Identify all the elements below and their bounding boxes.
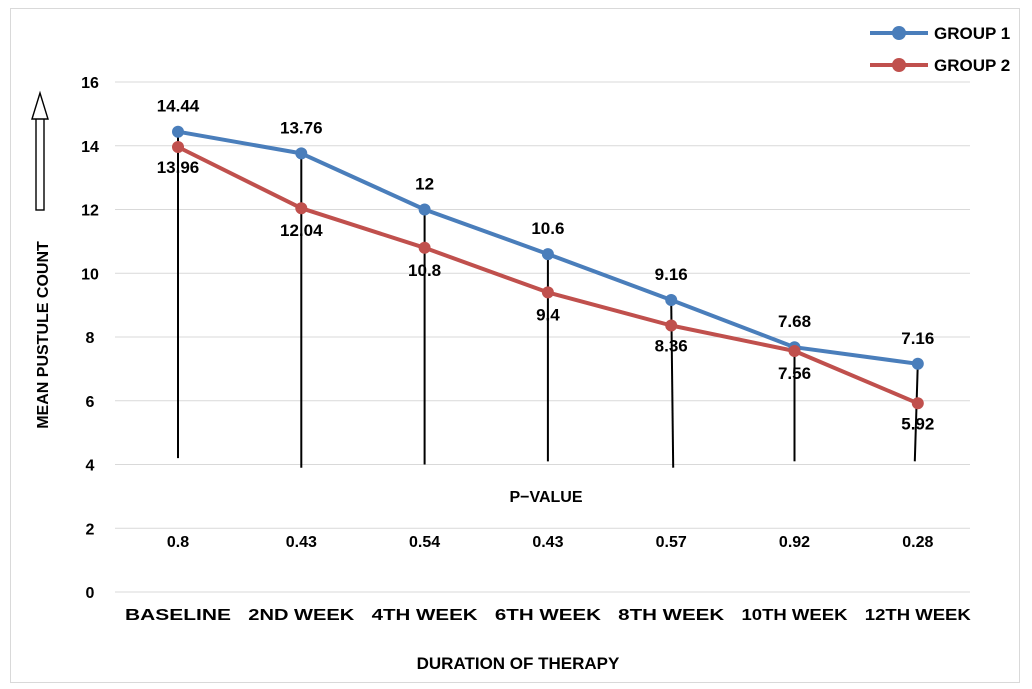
x-tick-label: 8TH WEEK — [618, 607, 725, 624]
y-tick-label: 10 — [81, 266, 99, 283]
p-value-label: 0.43 — [532, 534, 563, 551]
data-point — [418, 241, 431, 254]
y-tick-label: 2 — [86, 521, 95, 538]
data-label: 7.56 — [778, 364, 811, 383]
y-tick-label: 8 — [86, 330, 95, 347]
x-tick-label: 2ND WEEK — [248, 607, 355, 624]
chart-frame — [10, 8, 1020, 683]
x-tick-label: 10TH WEEK — [742, 607, 849, 624]
data-label: 13.96 — [157, 158, 200, 177]
data-label: 10.8 — [408, 261, 441, 280]
data-point — [911, 397, 924, 410]
legend-marker — [892, 26, 906, 40]
drop-line — [913, 363, 919, 462]
data-label: 12 — [415, 175, 434, 194]
x-axis-label: DURATION OF THERAPY — [417, 654, 620, 673]
data-label: 9.16 — [655, 265, 688, 284]
legend-label: GROUP 1 — [934, 24, 1010, 43]
data-label: 10.6 — [531, 219, 564, 238]
y-tick-label: 0 — [86, 585, 95, 602]
data-label: 5.92 — [901, 414, 934, 433]
legend-label: GROUP 2 — [934, 56, 1010, 75]
data-point — [172, 141, 184, 154]
p-value-title: P−VALUE — [509, 489, 582, 506]
y-axis-label: MEAN PUSTULE COUNT — [35, 241, 52, 429]
data-label: 14.44 — [157, 97, 200, 116]
p-value-label: 0.28 — [902, 534, 933, 551]
p-value-label: 0.92 — [779, 534, 810, 551]
y-tick-label: 4 — [86, 458, 95, 475]
data-point — [541, 248, 554, 261]
data-point — [418, 203, 431, 216]
data-label: 7.16 — [901, 329, 934, 348]
data-point — [911, 357, 924, 370]
x-tick-label: 4TH WEEK — [372, 607, 479, 624]
y-tick-label: 12 — [81, 203, 99, 220]
y-tick-label: 16 — [81, 75, 99, 92]
data-point — [295, 147, 308, 160]
y-axis-arrow-icon — [31, 90, 49, 211]
data-label: 8.36 — [655, 337, 688, 356]
data-point — [295, 202, 308, 215]
y-tick-label: 6 — [86, 394, 95, 411]
data-point — [541, 286, 554, 299]
p-value-label: 0.54 — [409, 534, 440, 551]
data-point — [172, 125, 184, 138]
data-point — [788, 345, 801, 358]
data-label: 7.68 — [778, 312, 811, 331]
x-tick-label: 12TH WEEK — [865, 607, 972, 624]
data-label: 12.04 — [280, 221, 323, 240]
data-point — [665, 319, 678, 332]
p-value-label: 0.43 — [286, 534, 317, 551]
p-value-label: 0.8 — [167, 534, 189, 551]
y-tick-label: 14 — [81, 139, 99, 156]
x-tick-label: 6TH WEEK — [495, 607, 602, 624]
legend-marker — [892, 58, 906, 72]
data-label: 9.4 — [536, 305, 560, 324]
p-value-label: 0.57 — [656, 534, 687, 551]
data-point — [665, 294, 678, 307]
data-label: 13.76 — [280, 118, 323, 137]
x-tick-label: BASELINE — [125, 607, 231, 624]
